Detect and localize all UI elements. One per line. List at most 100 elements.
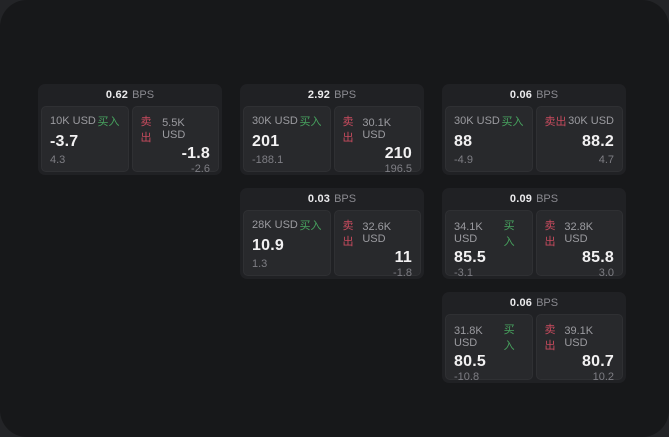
sell-sub-value: -2.6 xyxy=(191,162,210,175)
sell-panel-top: 卖出 30.1K USD xyxy=(343,113,413,145)
buy-sub-value: 4.3 xyxy=(50,154,66,166)
buy-side-label: 买入 xyxy=(503,324,515,352)
sell-side-label: 卖出 xyxy=(342,116,354,144)
spread-header: 0.62 BPS xyxy=(41,84,219,106)
quote-card: 2.92 BPS 30K USD 买入 201 -188.1 卖出 30.1K … xyxy=(240,84,424,175)
sell-sub-value: 196.5 xyxy=(384,162,412,175)
buy-panel[interactable]: 10K USD 买入 -3.7 4.3 xyxy=(41,106,129,172)
sell-side-label: 卖出 xyxy=(544,116,567,128)
quote-panels: 30K USD 买入 88 -4.9 卖出 30K USD 88.2 4.7 xyxy=(445,106,623,172)
buy-sub-value: -3.1 xyxy=(454,266,473,279)
buy-sub-value: 1.3 xyxy=(252,258,268,270)
sell-panel[interactable]: 卖出 32.6K USD 11 -1.8 xyxy=(333,210,421,279)
sell-panel-top: 卖出 5.5K USD xyxy=(141,113,211,145)
buy-sub-value: -4.9 xyxy=(454,154,473,166)
sell-amount: 32.8K USD xyxy=(564,221,594,245)
buy-amount: 30K USD xyxy=(454,115,500,127)
sell-side-label: 卖出 xyxy=(342,220,354,248)
bps-unit-label: BPS xyxy=(536,89,559,101)
sell-price: 85.8 xyxy=(582,249,614,266)
sell-sub-value: 3.0 xyxy=(598,266,614,279)
buy-amount: 28K USD xyxy=(252,219,298,231)
buy-price: 80.5 xyxy=(454,353,486,370)
quote-panels: 34.1K USD 买入 85.5 -3.1 卖出 32.8K USD 85.8… xyxy=(445,210,623,279)
sell-side-label: 卖出 xyxy=(544,220,556,248)
quote-card: 0.03 BPS 28K USD 买入 10.9 1.3 卖出 32.6K US… xyxy=(240,188,424,279)
buy-price: 88 xyxy=(454,132,473,150)
quote-panels: 30K USD 买入 201 -188.1 卖出 30.1K USD 210 1… xyxy=(243,106,421,175)
sell-panel[interactable]: 卖出 30.1K USD 210 196.5 xyxy=(333,106,421,175)
sell-panel-top: 卖出 39.1K USD xyxy=(545,321,615,353)
buy-panel[interactable]: 28K USD 买入 10.9 1.3 xyxy=(243,210,331,276)
buy-panel-top: 30K USD 买入 xyxy=(252,113,322,129)
sell-sub-value: -1.8 xyxy=(393,266,412,279)
bps-unit-label: BPS xyxy=(536,193,559,205)
spread-header: 2.92 BPS xyxy=(243,84,421,106)
buy-panel[interactable]: 31.8K USD 买入 80.5 -10.8 xyxy=(445,314,533,383)
sell-sub-value: 4.7 xyxy=(598,154,614,166)
spread-header: 0.06 BPS xyxy=(445,84,623,106)
buy-sub-value: -10.8 xyxy=(454,370,480,383)
sell-price: 88.2 xyxy=(582,132,614,150)
sell-side-label: 卖出 xyxy=(140,116,152,144)
sell-price: 210 xyxy=(384,145,412,162)
buy-side-label: 买入 xyxy=(97,116,120,128)
quote-card: 0.06 BPS 30K USD 买入 88 -4.9 卖出 30K USD 8… xyxy=(442,84,626,175)
buy-panel-top: 30K USD 买入 xyxy=(454,113,524,129)
quote-card: 0.06 BPS 31.8K USD 买入 80.5 -10.8 卖出 39.1… xyxy=(442,292,626,383)
sell-amount: 39.1K USD xyxy=(564,325,594,349)
sell-price: -1.8 xyxy=(181,145,210,162)
sell-price: 11 xyxy=(394,249,412,266)
buy-panel-top: 31.8K USD 买入 xyxy=(454,321,524,353)
spread-bps-value: 0.09 xyxy=(509,193,533,205)
sell-panel-top: 卖出 32.8K USD xyxy=(545,217,615,249)
quote-panels: 28K USD 买入 10.9 1.3 卖出 32.6K USD 11 -1.8 xyxy=(243,210,421,279)
buy-panel[interactable]: 30K USD 买入 88 -4.9 xyxy=(445,106,533,172)
quote-panels: 10K USD 买入 -3.7 4.3 卖出 5.5K USD -1.8 -2.… xyxy=(41,106,219,175)
spread-bps-value: 0.03 xyxy=(307,193,331,205)
sell-amount: 5.5K USD xyxy=(162,117,186,141)
quote-card: 0.09 BPS 34.1K USD 买入 85.5 -3.1 卖出 32.8K… xyxy=(442,188,626,279)
buy-side-label: 买入 xyxy=(299,220,322,232)
bps-unit-label: BPS xyxy=(132,89,155,101)
sell-panel[interactable]: 卖出 39.1K USD 80.7 10.2 xyxy=(535,314,623,383)
buy-price: 10.9 xyxy=(252,236,284,254)
sell-panel-top: 卖出 30K USD xyxy=(545,113,615,129)
sell-panel[interactable]: 卖出 5.5K USD -1.8 -2.6 xyxy=(131,106,219,175)
sell-sub-value: 10.2 xyxy=(592,370,614,383)
quote-card: 0.62 BPS 10K USD 买入 -3.7 4.3 卖出 5.5K USD… xyxy=(38,84,222,175)
buy-amount: 34.1K USD xyxy=(454,221,483,245)
spread-bps-value: 2.92 xyxy=(307,89,331,101)
bps-unit-label: BPS xyxy=(334,193,357,205)
buy-panel-top: 10K USD 买入 xyxy=(50,113,120,129)
bps-unit-label: BPS xyxy=(536,297,559,309)
buy-panel[interactable]: 34.1K USD 买入 85.5 -3.1 xyxy=(445,210,533,279)
sell-panel[interactable]: 卖出 30K USD 88.2 4.7 xyxy=(535,106,623,172)
sell-panel-top: 卖出 32.6K USD xyxy=(343,217,413,249)
buy-side-label: 买入 xyxy=(503,220,515,248)
sell-price: 80.7 xyxy=(582,353,614,370)
sell-amount: 30K USD xyxy=(568,115,614,127)
buy-panel[interactable]: 30K USD 买入 201 -188.1 xyxy=(243,106,331,172)
quote-panels: 31.8K USD 买入 80.5 -10.8 卖出 39.1K USD 80.… xyxy=(445,314,623,383)
sell-amount: 30.1K USD xyxy=(362,117,392,141)
buy-amount: 31.8K USD xyxy=(454,325,483,349)
buy-amount: 10K USD xyxy=(50,115,96,127)
sell-amount: 32.6K USD xyxy=(362,221,392,245)
spread-bps-value: 0.62 xyxy=(105,89,129,101)
spread-header: 0.03 BPS xyxy=(243,188,421,210)
buy-price: -3.7 xyxy=(50,132,79,150)
buy-panel-top: 34.1K USD 买入 xyxy=(454,217,524,249)
buy-amount: 30K USD xyxy=(252,115,298,127)
sell-panel[interactable]: 卖出 32.8K USD 85.8 3.0 xyxy=(535,210,623,279)
buy-side-label: 买入 xyxy=(501,116,524,128)
bps-unit-label: BPS xyxy=(334,89,357,101)
buy-sub-value: -188.1 xyxy=(252,154,284,166)
buy-side-label: 买入 xyxy=(299,116,322,128)
quote-card-grid: 0.62 BPS 10K USD 买入 -3.7 4.3 卖出 5.5K USD… xyxy=(38,84,626,383)
buy-price: 85.5 xyxy=(454,249,486,266)
spread-bps-value: 0.06 xyxy=(509,89,533,101)
buy-panel-top: 28K USD 买入 xyxy=(252,217,322,233)
spread-header: 0.06 BPS xyxy=(445,292,623,314)
